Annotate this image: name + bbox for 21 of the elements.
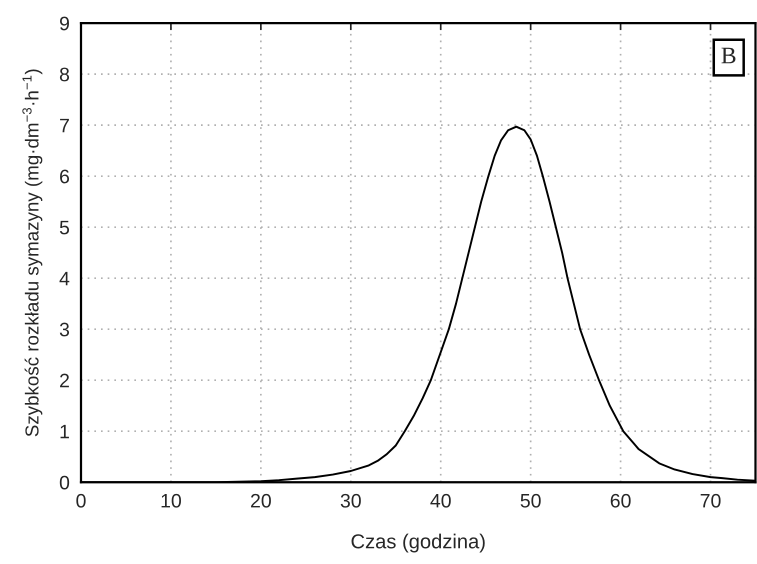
annotation: B [722, 48, 736, 64]
y-axis-title: Szybkość rozkładu symazyny (mg·dm$^{−3}$·h$^{−1}$) [22, 69, 42, 436]
y-tick-label: 4 [60, 272, 70, 286]
y-tick-label: 2 [60, 374, 69, 388]
y-tick-label: 6 [60, 170, 70, 184]
y-tick-label: 3 [60, 322, 70, 336]
y-tick-label: 1 [60, 424, 69, 438]
x-tick-label: 60 [610, 494, 631, 508]
x-axis-title: Czas (godzina) [352, 534, 485, 552]
y-tick-label: 5 [60, 220, 70, 234]
y-tick-label: 7 [60, 118, 69, 132]
y-tick-label: 8 [60, 68, 70, 82]
x-tick-label: 20 [251, 494, 271, 508]
x-tick-label: 50 [520, 494, 541, 508]
x-tick-label: 0 [76, 494, 86, 508]
x-tick-label: 10 [162, 494, 181, 508]
y-tick-label: 0 [60, 476, 70, 490]
x-tick-label: 70 [700, 494, 721, 508]
y-tick-label: 9 [60, 16, 69, 30]
x-tick-label: 30 [340, 494, 361, 508]
x-tick-label: 40 [430, 494, 451, 508]
